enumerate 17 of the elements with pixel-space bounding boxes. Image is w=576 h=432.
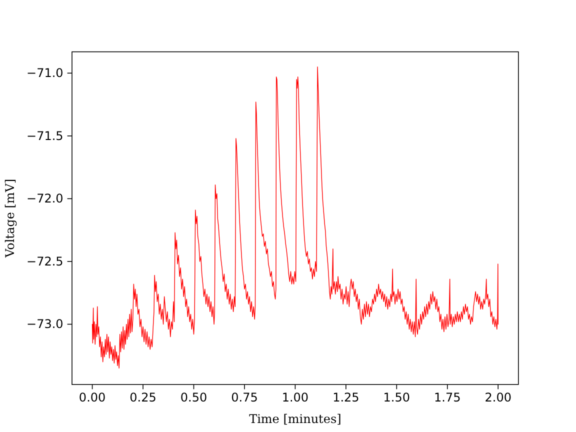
- x-tick-label: 0.25: [130, 390, 156, 405]
- x-tick-label: 1.50: [383, 390, 410, 405]
- y-tick-label: −72.0: [26, 192, 64, 206]
- y-tick-label: −73.0: [26, 317, 64, 332]
- x-tick-label: 1.00: [282, 390, 309, 405]
- x-axis-title: Time [minutes]: [249, 412, 342, 426]
- y-axis-title: Voltage [mV]: [3, 178, 17, 258]
- x-tick-label: 2.00: [484, 390, 512, 405]
- x-tick-label: 0.75: [231, 390, 258, 405]
- x-tick-label: 0.00: [78, 390, 106, 405]
- y-tick-label: −72.5: [26, 254, 64, 268]
- y-tick-label: −71.5: [26, 128, 64, 143]
- x-tick-label: 1.25: [332, 390, 360, 405]
- x-tick-label: 1.75: [434, 390, 461, 405]
- x-tick-label: 0.50: [180, 390, 208, 405]
- line-series: [92, 66, 498, 369]
- y-tick-label: −71.0: [26, 66, 64, 80]
